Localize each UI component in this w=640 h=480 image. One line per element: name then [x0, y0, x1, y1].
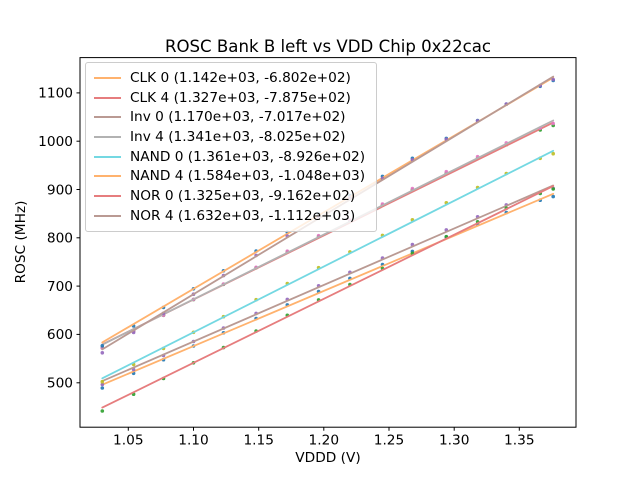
x-tick-label: 1.10	[178, 433, 208, 449]
axes-border	[79, 57, 577, 428]
fit-line	[101, 184, 555, 383]
fit-line	[101, 119, 555, 346]
y-axis-ticks: 500 600 700 800 900 1000 1100	[38, 86, 80, 392]
fit-line	[101, 185, 555, 409]
x-tick-label: 1.15	[243, 433, 273, 449]
y-tick-label: 500	[47, 376, 73, 392]
x-tick-label: 1.35	[504, 433, 534, 449]
x-axis-ticks: 1.05 1.10 1.15 1.20 1.25 1.30 1.35	[113, 427, 535, 449]
legend-item-label: Inv 4 (1.341e+03, -8.025e+02)	[130, 128, 346, 145]
legend-item: Inv 4 (1.341e+03, -8.025e+02)	[86, 127, 376, 147]
legend-item-label: NAND 4 (1.584e+03, -1.048e+03)	[130, 168, 366, 185]
series-nor-0	[100, 185, 555, 413]
y-tick-label: 1100	[38, 86, 73, 102]
data-point	[100, 379, 105, 384]
legend-item: NAND 0 (1.361e+03, -8.926e+02)	[86, 147, 376, 167]
data-point	[551, 77, 555, 82]
legend-item: Inv 0 (1.170e+03, -7.017e+02)	[86, 107, 376, 127]
data-point	[100, 386, 105, 390]
x-tick-label: 1.20	[309, 433, 339, 449]
data-point	[551, 151, 555, 156]
x-axis-label: VDDD (V)	[295, 450, 361, 466]
legend-line-swatch	[94, 155, 121, 158]
legend-item-label: Inv 0 (1.170e+03, -7.017e+02)	[130, 109, 346, 126]
y-tick-label: 700	[47, 279, 73, 295]
legend-item: NOR 0 (1.325e+03, -9.162e+02)	[86, 186, 376, 206]
legend: CLK 0 (1.142e+03, -6.802e+02) CLK 4 (1.32…	[85, 62, 377, 232]
x-tick-label: 1.05	[113, 433, 143, 449]
legend-line-swatch	[94, 76, 121, 79]
legend-line-swatch	[94, 214, 121, 217]
legend-line-swatch	[94, 116, 121, 119]
data-point	[100, 409, 105, 413]
data-point	[100, 351, 105, 355]
legend-item: CLK 4 (1.327e+03, -7.875e+02)	[86, 88, 376, 108]
series-clk-0	[100, 192, 555, 390]
y-tick-label: 1000	[38, 134, 73, 150]
data-point	[551, 121, 555, 126]
series-inv-0	[100, 184, 555, 387]
x-tick-label: 1.30	[439, 433, 469, 449]
legend-line-swatch	[94, 175, 121, 178]
legend-item: NAND 4 (1.584e+03, -1.048e+03)	[86, 166, 376, 186]
data-point	[551, 187, 555, 191]
y-tick-label: 800	[47, 231, 73, 247]
x-tick-label: 1.25	[374, 433, 404, 449]
legend-item-label: NOR 4 (1.632e+03, -1.112e+03)	[130, 207, 356, 224]
legend-item-label: NAND 0 (1.361e+03, -8.926e+02)	[130, 148, 366, 165]
legend-item-label: CLK 4 (1.327e+03, -7.875e+02)	[130, 89, 351, 106]
legend-item-label: NOR 0 (1.325e+03, -9.162e+02)	[130, 187, 356, 204]
chart-title: ROSC Bank B left vs VDD Chip 0x22cac	[164, 37, 492, 56]
data-point	[551, 194, 555, 199]
data-point	[100, 382, 105, 387]
data-point	[100, 344, 105, 348]
fit-line	[101, 192, 555, 386]
legend-line-swatch	[94, 194, 121, 197]
legend-item-label: CLK 0 (1.142e+03, -6.802e+02)	[130, 69, 351, 86]
legend-line-swatch	[94, 135, 121, 138]
y-tick-label: 900	[47, 182, 73, 198]
legend-item: NOR 4 (1.632e+03, -1.112e+03)	[86, 206, 376, 226]
y-tick-label: 600	[47, 327, 73, 343]
y-axis-label: ROSC (MHz)	[13, 200, 29, 284]
fit-line	[101, 149, 555, 380]
legend-line-swatch	[94, 96, 121, 99]
series-nand-0	[100, 149, 555, 384]
legend-item: CLK 0 (1.142e+03, -6.802e+02)	[86, 68, 376, 88]
